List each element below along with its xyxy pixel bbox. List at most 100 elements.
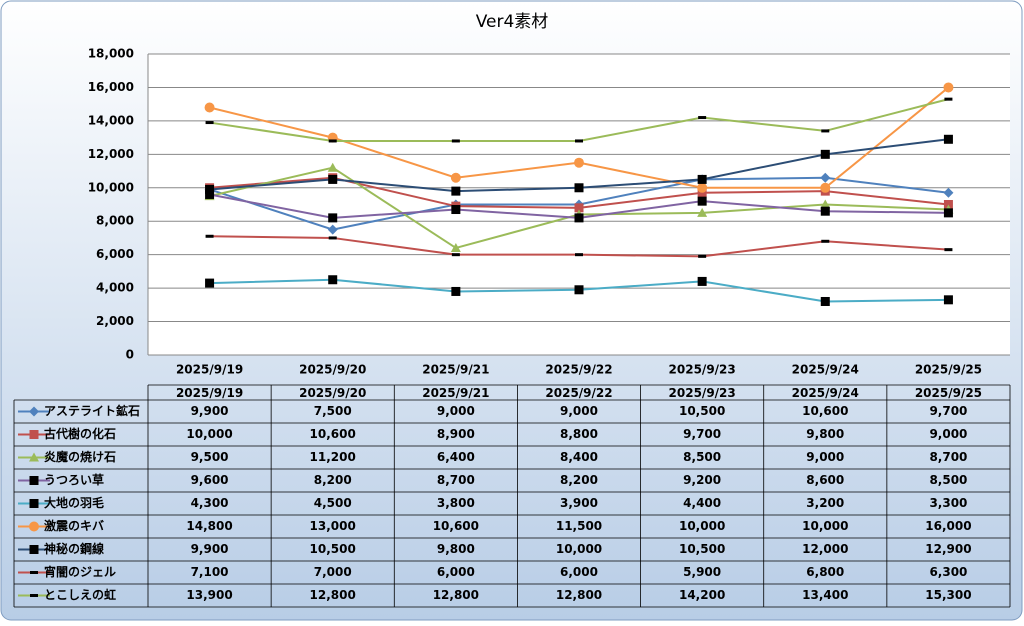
marker: [327, 162, 338, 172]
table-cell: 7,500: [314, 404, 352, 418]
marker: [574, 157, 584, 168]
x-tick-label: 2025/9/20: [299, 363, 366, 377]
marker: [205, 278, 215, 288]
marker: [205, 121, 214, 125]
table-cell: 6,000: [437, 565, 475, 579]
table-cell: 13,900: [186, 588, 232, 602]
table-cell: 15,300: [925, 588, 971, 602]
marker: [697, 188, 707, 198]
legend-entry: 神秘の鋼線: [44, 541, 104, 556]
y-tick-label: 10,000: [88, 180, 134, 194]
marker: [943, 208, 953, 218]
marker: [574, 213, 584, 223]
table-cell: 7,000: [314, 565, 352, 579]
marker: [327, 224, 338, 235]
table-cell: 11,500: [556, 519, 602, 533]
marker: [820, 296, 830, 306]
table-cell: 9,500: [191, 450, 229, 464]
marker: [29, 452, 39, 462]
table-cell: 14,200: [679, 588, 725, 602]
table-cell: 6,000: [560, 565, 598, 579]
marker: [697, 174, 707, 184]
table-header: 2025/9/21: [422, 386, 489, 400]
marker: [820, 172, 831, 183]
marker: [944, 248, 953, 252]
table-cell: 10,600: [310, 427, 356, 441]
table-cell: 8,800: [560, 427, 598, 441]
y-tick-label: 0: [126, 348, 134, 362]
y-tick-label: 6,000: [96, 247, 134, 261]
marker: [820, 206, 830, 216]
marker: [697, 207, 708, 217]
table-cell: 10,000: [556, 542, 602, 556]
marker: [450, 242, 461, 252]
table-cell: 10,000: [186, 427, 232, 441]
marker: [328, 236, 337, 240]
table-cell: 13,400: [802, 588, 848, 602]
x-tick-label: 2025/9/23: [669, 363, 736, 377]
table-cell: 14,800: [186, 519, 232, 533]
marker: [574, 183, 584, 193]
y-tick-label: 18,000: [88, 47, 134, 61]
marker: [821, 239, 830, 243]
y-tick-label: 12,000: [88, 147, 134, 161]
marker: [943, 134, 953, 144]
y-tick-label: 14,000: [88, 113, 134, 127]
marker: [30, 571, 38, 574]
table-cell: 8,700: [929, 450, 967, 464]
table-cell: 6,300: [929, 565, 967, 579]
table-cell: 12,800: [310, 588, 356, 602]
table-cell: 9,800: [806, 427, 844, 441]
table-cell: 10,000: [802, 519, 848, 533]
table-cell: 10,600: [802, 404, 848, 418]
marker: [698, 254, 707, 258]
table-cell: 5,900: [683, 565, 721, 579]
marker: [574, 285, 584, 295]
table-cell: 9,000: [929, 427, 967, 441]
marker: [450, 172, 461, 183]
table-cell: 9,900: [191, 542, 229, 556]
table-cell: 9,700: [929, 404, 967, 418]
marker: [204, 102, 215, 113]
x-tick-label: 2025/9/24: [792, 363, 859, 377]
table-cell: 9,000: [437, 404, 475, 418]
x-tick-label: 2025/9/22: [545, 363, 612, 377]
marker: [943, 295, 953, 305]
table-cell: 13,000: [310, 519, 356, 533]
marker: [29, 476, 39, 485]
table-cell: 8,200: [560, 473, 598, 487]
marker: [205, 234, 214, 238]
chart-title: Ver4素材: [476, 12, 549, 32]
table-cell: 8,900: [437, 427, 475, 441]
table-cell: 9,000: [560, 404, 598, 418]
y-tick-label: 2,000: [96, 314, 134, 328]
marker: [328, 275, 338, 285]
marker: [821, 129, 830, 133]
marker: [328, 213, 338, 223]
table-cell: 10,000: [679, 519, 725, 533]
table-cell: 12,800: [556, 588, 602, 602]
table-cell: 9,000: [806, 450, 844, 464]
legend-entry: 炎魔の焼け石: [44, 449, 116, 464]
marker: [575, 139, 583, 143]
marker: [451, 253, 460, 257]
table-cell: 8,500: [683, 450, 721, 464]
marker: [697, 196, 707, 206]
marker: [943, 82, 954, 93]
marker: [328, 139, 337, 143]
table-cell: 4,300: [191, 496, 229, 510]
marker: [575, 253, 583, 257]
table-cell: 7,100: [191, 565, 229, 579]
marker: [820, 182, 831, 193]
table-cell: 8,200: [314, 473, 352, 487]
legend-entry: アステライト鉱石: [44, 403, 140, 418]
marker: [451, 205, 461, 215]
marker: [205, 189, 215, 199]
marker: [697, 182, 708, 193]
legend-entry: 激震のキバ: [44, 518, 104, 533]
x-tick-label: 2025/9/25: [915, 363, 982, 377]
marker: [29, 545, 39, 554]
marker: [451, 286, 461, 296]
legend-entry: とこしえの虹: [44, 587, 116, 602]
y-tick-label: 4,000: [96, 281, 134, 295]
